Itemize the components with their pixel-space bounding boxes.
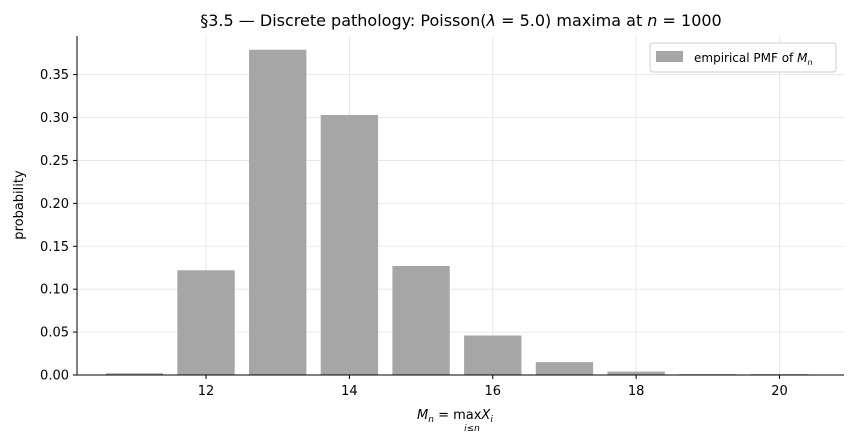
- bar: [105, 373, 164, 375]
- y-tick-label: 0.35: [40, 68, 69, 83]
- x-tick-label: 16: [484, 384, 501, 399]
- x-axis-label: Mn = maxXi i≤n: [417, 408, 493, 434]
- y-tick-label: 0.05: [40, 326, 69, 341]
- y-tick-label: 0.00: [40, 369, 69, 384]
- bar: [607, 371, 665, 375]
- x-tick-label: 14: [341, 384, 358, 399]
- svg-text:Mn = maxXi: Mn = maxXi: [417, 408, 493, 425]
- x-tick-label: 20: [771, 384, 788, 399]
- y-axis-label: probability: [12, 170, 27, 240]
- chart-title: §3.5 — Discrete pathology: Poisson(λ = 5…: [200, 11, 721, 30]
- y-tick-label: 0.30: [40, 111, 69, 126]
- axes: [76, 36, 844, 376]
- legend-swatch: [656, 51, 683, 62]
- legend-frame: [649, 42, 837, 73]
- bar: [177, 270, 235, 375]
- bar: [392, 266, 450, 375]
- y-tick-label: 0.10: [40, 283, 69, 298]
- bar: [249, 49, 307, 376]
- y-tick-label: 0.25: [40, 154, 69, 169]
- legend-label: empirical PMF of Mn: [694, 51, 813, 67]
- bar: [464, 335, 522, 375]
- legend: empirical PMF of Mn: [649, 42, 837, 73]
- x-tick-label: 18: [628, 384, 645, 399]
- bar: [535, 362, 594, 375]
- bar: [320, 114, 379, 375]
- x-tick-label: 12: [198, 384, 215, 399]
- bars: [105, 49, 809, 376]
- y-tick-label: 0.15: [40, 240, 69, 255]
- ticks: 0.00 0.05 0.10 0.15 0.20 0.25 0.30 0.35 12 14 16 18…: [40, 68, 788, 399]
- svg-text:i≤n: i≤n: [464, 424, 480, 434]
- y-tick-label: 0.20: [40, 197, 69, 212]
